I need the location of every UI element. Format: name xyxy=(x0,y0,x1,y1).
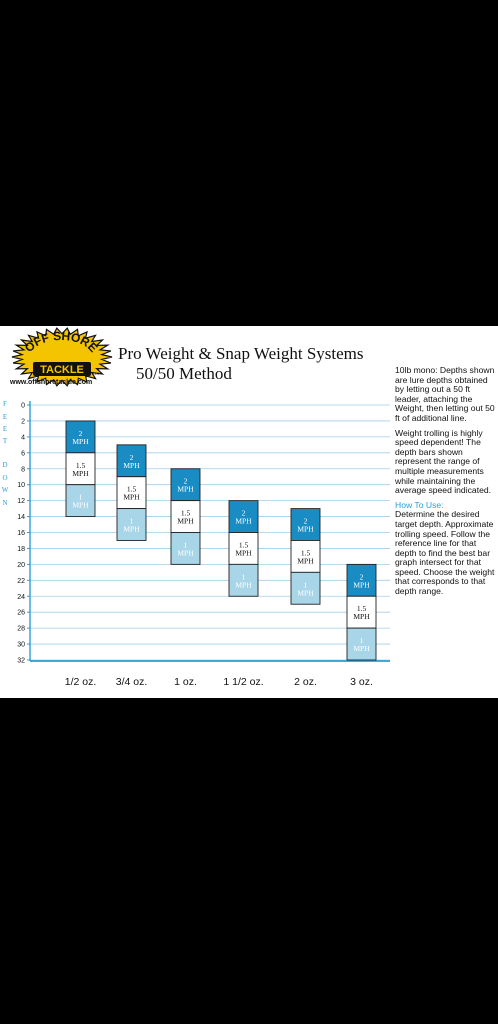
y-axis-label-letter: N xyxy=(2,499,7,507)
bar-label-bottom: MPH xyxy=(123,493,140,502)
y-tick-label: 26 xyxy=(17,610,25,617)
bar-label-top: 1 xyxy=(130,517,134,526)
bar-segment xyxy=(346,595,377,629)
bar-label-top: 2 xyxy=(130,453,134,462)
howto-heading: How To Use: xyxy=(395,499,444,510)
logo-brand-line2: TACKLE xyxy=(40,364,84,376)
bar-label-bottom: MPH xyxy=(297,525,314,534)
bar-segment xyxy=(65,484,96,518)
x-category-label: 1 oz. xyxy=(174,676,197,688)
x-category-label: 2 oz. xyxy=(294,676,317,688)
bar-label-top: 1 xyxy=(304,580,308,589)
bar-label-top: 1 xyxy=(360,636,364,645)
bar-segment xyxy=(290,508,321,541)
logo-tackle-banner xyxy=(33,362,91,376)
bar-label-bottom: MPH xyxy=(72,501,89,510)
y-axis-label-letter: E xyxy=(3,425,7,433)
x-category-label: 3/4 oz. xyxy=(116,676,148,688)
chart-card: OFF SHORE TACKLE LLC www.offshoretackle.… xyxy=(0,326,498,698)
y-tick-label: 4 xyxy=(21,434,25,441)
y-axis-label-letter: D xyxy=(2,461,7,469)
bar-label-bottom: MPH xyxy=(297,556,314,565)
bar-label-top: 2 xyxy=(304,517,308,526)
bar-label-bottom: MPH xyxy=(353,612,370,621)
y-axis-label-letter: F xyxy=(3,400,7,408)
y-tick-label: 14 xyxy=(17,514,25,521)
offshore-tackle-logo: OFF SHORE TACKLE LLC xyxy=(11,327,113,387)
bar-label-top: 2 xyxy=(79,429,83,438)
y-tick-label: 30 xyxy=(17,642,25,649)
bar-label-top: 1.5 xyxy=(357,604,367,613)
howto-text: Determine the desired target depth. Appr… xyxy=(395,509,495,597)
y-tick-label: 28 xyxy=(17,626,25,633)
bar-label-top: 2 xyxy=(360,572,364,581)
y-tick-label: 20 xyxy=(17,562,25,569)
logo-brand-suffix: LLC xyxy=(93,372,100,376)
bar-label-top: 1 xyxy=(184,540,188,549)
bar-label-bottom: MPH xyxy=(72,469,89,478)
bar-label-top: 1.5 xyxy=(301,548,311,557)
y-axis-label-letter: O xyxy=(2,474,7,482)
y-tick-label: 8 xyxy=(21,466,25,473)
y-tick-label: 18 xyxy=(17,546,25,553)
y-tick-label: 16 xyxy=(17,530,25,537)
bar-segment xyxy=(170,532,201,565)
bar-label-top: 1.5 xyxy=(239,540,249,549)
bar-segment xyxy=(228,563,259,597)
bar-segment xyxy=(116,508,147,541)
y-tick-label: 0 xyxy=(21,403,25,410)
bar-label-top: 1.5 xyxy=(181,509,191,518)
bar-label-bottom: MPH xyxy=(235,517,252,526)
bar-label-top: 1.5 xyxy=(76,461,86,470)
instructions-panel: 10lb mono: Depths shown are lure depths … xyxy=(395,365,497,597)
y-tick-label: 10 xyxy=(17,482,25,489)
bar-segment xyxy=(346,627,377,661)
y-tick-label: 2 xyxy=(21,418,25,425)
bar-label-bottom: MPH xyxy=(177,548,194,557)
bar-label-top: 2 xyxy=(184,477,188,486)
y-axis-label-letter: T xyxy=(3,437,8,445)
bar-label-top: 1 xyxy=(242,572,246,581)
y-tick-label: 24 xyxy=(17,594,25,601)
logo-url: www.offshoretackle.com xyxy=(10,379,93,386)
chart-title-line1: Pro Weight & Snap Weight Systems xyxy=(118,344,364,363)
instructions-para2: Weight trolling is highly speed dependen… xyxy=(395,427,492,496)
bar-segment xyxy=(290,540,321,573)
bar-label-bottom: MPH xyxy=(72,437,89,446)
y-tick-label: 12 xyxy=(17,498,25,505)
bar-segment xyxy=(65,420,96,454)
x-category-label: 3 oz. xyxy=(350,676,373,688)
bar-label-bottom: MPH xyxy=(297,588,314,597)
chart-title-line2: 50/50 Method xyxy=(136,364,232,383)
bar-label-bottom: MPH xyxy=(235,580,252,589)
bar-label-bottom: MPH xyxy=(123,525,140,534)
x-category-label: 1/2 oz. xyxy=(65,676,97,688)
x-category-label: 1 1/2 oz. xyxy=(223,676,263,688)
depth-chart: 02468101214161820222426283032FEETDOWN2MP… xyxy=(2,400,390,688)
bar-label-bottom: MPH xyxy=(177,517,194,526)
y-tick-label: 6 xyxy=(21,450,25,457)
y-axis-label-letter: E xyxy=(3,413,7,421)
bar-label-bottom: MPH xyxy=(177,485,194,494)
bar-label-top: 1 xyxy=(79,493,83,502)
bar-label-top: 1.5 xyxy=(127,485,137,494)
bar-label-bottom: MPH xyxy=(353,644,370,653)
y-tick-label: 22 xyxy=(17,578,25,585)
bar-label-top: 2 xyxy=(242,509,246,518)
bar-label-bottom: MPH xyxy=(123,461,140,470)
bar-segment xyxy=(228,500,259,533)
y-tick-label: 32 xyxy=(17,658,25,665)
bar-segment xyxy=(290,571,321,605)
bar-label-bottom: MPH xyxy=(235,548,252,557)
bar-label-bottom: MPH xyxy=(353,580,370,589)
bar-segment xyxy=(116,444,147,478)
instructions-para1: 10lb mono: Depths shown are lure depths … xyxy=(395,365,495,423)
y-axis-label-letter: W xyxy=(2,486,9,494)
